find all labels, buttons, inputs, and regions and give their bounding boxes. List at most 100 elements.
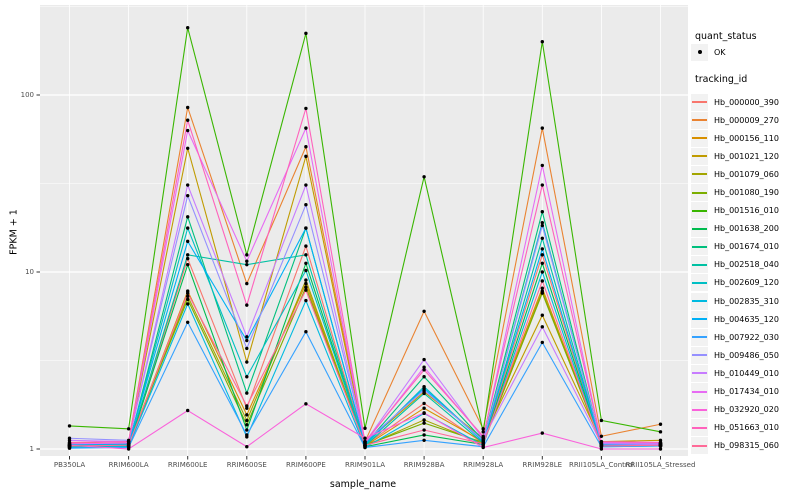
series-color-line-icon	[692, 354, 707, 357]
legend-key-swatch-icon	[691, 274, 708, 292]
y-tick-label: 10	[25, 268, 34, 276]
data-point	[67, 440, 72, 445]
data-point	[245, 338, 249, 343]
data-point	[540, 220, 544, 225]
data-point	[304, 106, 308, 111]
legend-entry-label: Hb_000009_270	[714, 115, 779, 125]
x-tick-label: RRIM600LA	[108, 461, 149, 469]
data-point	[245, 428, 249, 432]
legend-entry: Hb_000000_390	[691, 93, 799, 111]
data-point	[245, 413, 249, 417]
data-point	[126, 439, 131, 444]
legend-entry-label: Hb_002518_040	[714, 260, 779, 270]
legend-entry: Hb_002609_120	[691, 274, 799, 292]
data-point	[186, 291, 190, 295]
legend-entry: Hb_032920_020	[691, 401, 799, 419]
y-axis-title: FPKM + 1	[8, 209, 20, 255]
legend-entry-label: Hb_051663_010	[714, 423, 779, 433]
data-point	[245, 281, 249, 286]
data-point	[304, 288, 308, 292]
panel-background	[40, 5, 688, 456]
legend-entry: Hb_001674_010	[691, 238, 799, 256]
legend-key-swatch-icon	[691, 147, 708, 165]
series-color-line-icon	[692, 426, 707, 429]
data-point	[540, 261, 544, 265]
legend-entry-label: Hb_000000_390	[714, 97, 779, 107]
data-point	[422, 357, 426, 362]
x-axis-title: sample_name	[329, 479, 397, 490]
data-point	[422, 175, 426, 179]
legend-entry: Hb_001021_120	[691, 147, 799, 165]
legend-entry: Hb_004635_120	[691, 310, 799, 328]
data-point	[245, 253, 249, 257]
legend-entry-label: Hb_001638_200	[714, 224, 779, 234]
data-point	[186, 297, 190, 302]
legend-entry: Hb_000156_110	[691, 129, 799, 147]
legend-entry-label: Hb_032920_020	[714, 405, 779, 415]
data-point	[658, 430, 663, 434]
legend-key-swatch-icon	[691, 202, 708, 220]
data-point	[481, 427, 485, 431]
legend-entry: Hb_010449_010	[691, 364, 799, 382]
data-point	[422, 388, 426, 392]
legend-key-swatch-icon	[691, 111, 708, 129]
data-point	[422, 418, 426, 422]
data-point	[304, 183, 308, 187]
data-point	[540, 253, 544, 257]
data-point	[304, 31, 308, 36]
legend-entry-label: Hb_001080_190	[714, 188, 779, 198]
series-color-line-icon	[692, 227, 707, 230]
data-point	[658, 443, 663, 447]
series-color-line-icon	[692, 372, 707, 375]
data-point	[67, 424, 72, 428]
x-tick-label: RRIM600LE	[167, 461, 208, 469]
data-point	[186, 118, 190, 122]
data-point	[245, 346, 249, 351]
legend-entry-label: Hb_017434_010	[714, 387, 779, 397]
data-point	[540, 313, 544, 317]
data-point	[304, 285, 308, 289]
data-point	[304, 253, 308, 257]
data-point	[304, 145, 308, 149]
data-point	[481, 430, 485, 434]
data-point	[245, 259, 249, 263]
legend-entry-label: Hb_002835_310	[714, 296, 779, 306]
data-point	[540, 210, 544, 214]
legend-entry: Hb_001638_200	[691, 220, 799, 238]
legend-key-swatch-icon	[691, 419, 708, 437]
data-point	[304, 261, 308, 265]
data-point	[422, 309, 426, 313]
legend-entry: Hb_098315_060	[691, 437, 799, 455]
data-point	[245, 391, 249, 395]
legend-entry-label: Hb_010449_010	[714, 368, 779, 378]
data-point	[186, 294, 190, 298]
data-point	[422, 411, 426, 415]
data-point	[363, 426, 367, 430]
data-point	[186, 408, 190, 413]
data-point	[245, 262, 249, 267]
data-point	[422, 428, 426, 432]
data-point	[186, 256, 190, 261]
data-point	[186, 26, 190, 30]
legend-key-swatch-icon	[691, 383, 708, 401]
legend-entry: Hb_001080_190	[691, 183, 799, 202]
x-tick-label: RRIM600PE	[285, 461, 326, 469]
series-color-line-icon	[692, 245, 707, 248]
data-point	[658, 447, 663, 451]
data-point	[186, 146, 190, 150]
series-color-line-icon	[692, 300, 707, 303]
data-point	[540, 126, 544, 130]
legend-entry: Hb_002835_310	[691, 292, 799, 310]
data-point	[304, 244, 308, 248]
legend-key-swatch-icon	[691, 220, 708, 238]
data-point	[245, 418, 249, 423]
data-point	[304, 226, 308, 230]
data-point	[245, 423, 249, 427]
x-tick-label: RRIM928LE	[522, 461, 563, 469]
legend-entry-label: Hb_001079_060	[714, 169, 779, 179]
data-point	[540, 286, 544, 290]
data-point	[422, 391, 426, 396]
data-point	[658, 422, 663, 426]
data-point	[540, 40, 544, 44]
